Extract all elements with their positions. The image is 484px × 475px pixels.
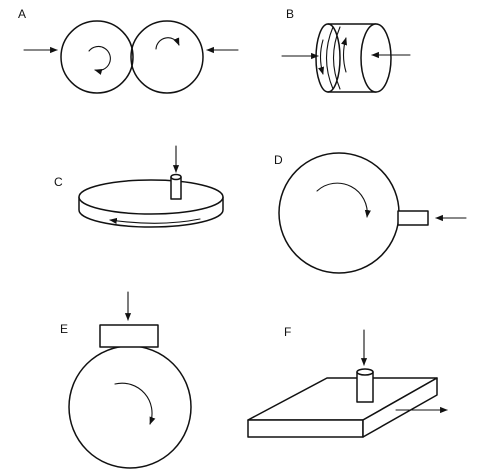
panel-f: F	[247, 325, 448, 438]
panel-e: E	[60, 291, 192, 469]
rotation-arrow-left	[88, 45, 111, 75]
pin-top	[356, 368, 374, 376]
disc-top	[78, 179, 224, 215]
disc-side	[78, 196, 224, 228]
pin-top	[170, 173, 182, 181]
disc-right	[130, 20, 204, 94]
panel-f-label: F	[284, 325, 291, 339]
wear-track-line-1	[326, 26, 334, 90]
panel-a: A	[18, 7, 239, 94]
pin-body	[356, 371, 374, 403]
wear-track-line-2	[333, 26, 341, 90]
panel-c-label: C	[54, 175, 63, 189]
pin-body	[170, 176, 182, 200]
panel-a-label: A	[18, 7, 26, 21]
disc-rotation-arrow	[109, 217, 201, 225]
plate-front	[247, 419, 364, 438]
disc	[278, 152, 400, 274]
rotation-arrow-right	[155, 37, 180, 50]
rotation-arrow	[114, 382, 156, 425]
plate-side	[362, 377, 438, 438]
cylinder-end-face	[360, 23, 392, 93]
pin	[397, 210, 429, 226]
rotation-arrow	[316, 182, 371, 218]
panel-e-label: E	[60, 322, 68, 336]
panel-c: C	[54, 145, 224, 228]
rotation-arrow-up	[341, 37, 348, 73]
rotation-arrow-down	[318, 39, 325, 75]
panel-d: D	[274, 152, 467, 274]
ring	[68, 345, 192, 469]
panel-b-label: B	[286, 7, 294, 21]
disc-left	[60, 20, 134, 94]
block	[99, 324, 159, 348]
panel-b: B	[281, 7, 411, 93]
panel-d-label: D	[274, 153, 283, 167]
